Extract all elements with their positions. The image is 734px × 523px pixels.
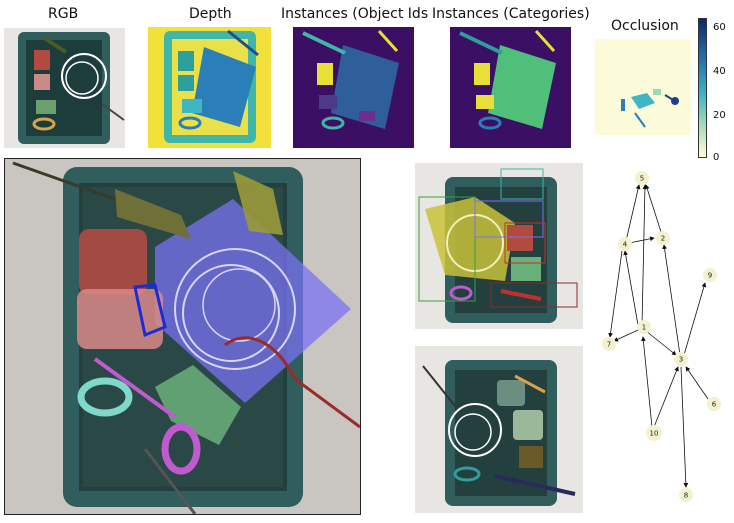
graph-node-2: 2: [656, 231, 670, 245]
title-rgb: RGB: [48, 6, 79, 22]
colorbar-tick-0: 0: [713, 152, 720, 163]
svg-text:1: 1: [642, 324, 646, 332]
graph-node-1: 1: [637, 320, 651, 334]
svg-text:7: 7: [607, 341, 611, 349]
svg-text:8: 8: [684, 492, 688, 500]
title-instances-categories: Instances (Categories): [432, 6, 590, 22]
title-occlusion: Occlusion: [611, 18, 679, 34]
graph-node-8: 8: [679, 488, 693, 502]
bounding-box-image: [415, 163, 583, 329]
depth-thumbnail: [148, 27, 271, 148]
title-instances-ids: Instances (Object Ids: [281, 6, 429, 22]
graph-node-6: 6: [707, 397, 721, 411]
colorbar-tick-40: 40: [713, 66, 726, 77]
segmentation-overlay-image: [4, 158, 361, 515]
graph-node-3: 3: [674, 352, 688, 366]
colorbar-tick-60: 60: [713, 22, 726, 33]
title-depth: Depth: [189, 6, 232, 22]
graph-node-4: 4: [618, 237, 632, 251]
colorbar: [698, 18, 707, 158]
graph-node-10: 10: [646, 425, 662, 441]
graph-node-9: 9: [703, 268, 717, 282]
occlusion-graph: 5 4 2 9 7 1 3 6: [596, 165, 732, 505]
graph-node-7: 7: [602, 337, 616, 351]
svg-text:4: 4: [623, 241, 628, 249]
colorbar-tick-20: 20: [713, 110, 726, 121]
svg-text:2: 2: [661, 235, 665, 243]
svg-text:9: 9: [708, 272, 712, 280]
svg-text:3: 3: [679, 356, 683, 364]
svg-text:10: 10: [650, 430, 659, 438]
rgb-thumbnail: [4, 28, 125, 148]
occlusion-thumbnail: [595, 39, 691, 135]
instances-categories-thumbnail: [450, 27, 571, 148]
graph-node-5: 5: [635, 171, 649, 185]
svg-text:5: 5: [640, 175, 644, 183]
rgb-view-secondary: [415, 346, 583, 513]
instances-ids-thumbnail: [293, 27, 414, 148]
svg-text:6: 6: [712, 401, 717, 409]
